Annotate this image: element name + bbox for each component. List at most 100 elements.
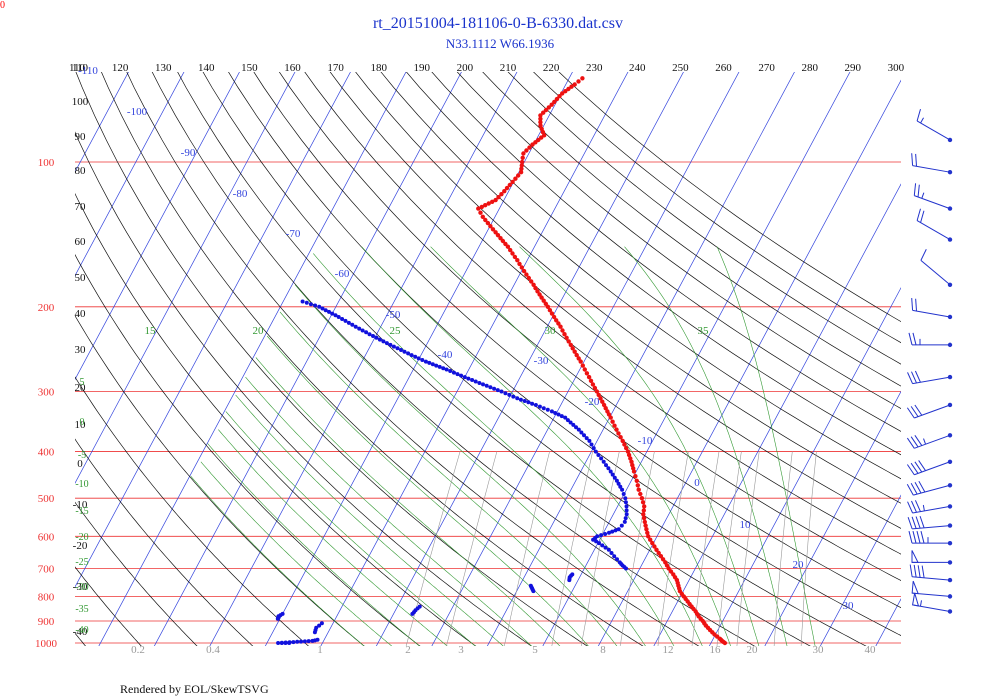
dewpoint-point: [312, 630, 317, 635]
wind-barb-feather: [908, 531, 913, 544]
top-axis-label: 200: [457, 62, 474, 74]
moist-adiabat-line: [225, 411, 476, 646]
temperature-point: [537, 292, 542, 297]
temperature-point: [656, 550, 661, 556]
isotherm-label: -110: [78, 65, 98, 77]
top-axis-label: 280: [801, 62, 818, 74]
mixing-ratio-line: [800, 451, 817, 646]
mixing-ratio-label: 1: [317, 644, 323, 656]
dry-adiabat-line: [253, 72, 901, 609]
dewpoint-point: [336, 315, 341, 319]
dewpoint-point: [597, 541, 601, 546]
isotherm-line: [764, 390, 901, 646]
dewpoint-point: [579, 430, 584, 435]
isobar-label: 400: [38, 447, 55, 459]
dewpoint-point: [515, 396, 520, 401]
temperature-point: [556, 321, 561, 326]
wind-barb: [907, 515, 953, 530]
temperature-point: [668, 569, 674, 574]
wind-barb-shaft: [914, 434, 951, 449]
dry-adiabat-line: [228, 72, 901, 636]
dewpoint-point: [340, 317, 345, 321]
dewpoint-point: [441, 366, 446, 371]
dewpoint-point: [477, 381, 482, 385]
mixing-ratio-label: 30: [813, 644, 825, 656]
isobar-label: 900: [38, 616, 55, 628]
dewpoint-point: [308, 302, 313, 307]
dewpoint-point: [371, 334, 375, 338]
wind-barb-feather: [917, 565, 921, 578]
wind-barb-feather: [920, 531, 925, 544]
temperature-point: [646, 534, 651, 539]
temperature-point: [645, 530, 650, 535]
temperature-point: [586, 374, 592, 380]
moist-adiabat-line: [200, 461, 393, 646]
dry-adiabat-line: [75, 192, 477, 646]
temperature-point: [486, 201, 491, 206]
dewpoint-point: [430, 362, 435, 367]
dry-adiabat-line: [75, 315, 365, 646]
moist-left-label: -20: [75, 532, 88, 543]
isotherm-line: [431, 72, 740, 646]
temperature-point: [476, 206, 481, 211]
top-axis-label: 140: [198, 62, 215, 74]
moist-adiabat-line: [207, 443, 420, 646]
dewpoint-point: [595, 534, 600, 539]
dewpoint-point: [612, 554, 617, 559]
temperature-point: [616, 431, 621, 436]
top-axis-label: 150: [241, 62, 258, 74]
dewpoint-point: [591, 446, 596, 451]
moist-adiabat-line: [313, 253, 675, 646]
temperature-point: [622, 442, 627, 447]
temperature-point: [644, 527, 649, 532]
dry-adiabat-line: [355, 72, 901, 504]
dewpoint-point: [391, 344, 396, 349]
dewpoint-point: [434, 363, 439, 368]
dewpoint-point: [279, 640, 284, 645]
dewpoint-point: [622, 519, 627, 524]
temperature-point: [515, 258, 520, 263]
temperature-point: [499, 192, 504, 197]
dewpoint-point: [416, 356, 421, 361]
dewpoint-point: [481, 382, 485, 387]
wind-barb-feather: [918, 480, 926, 493]
dewpoint-point: [420, 358, 425, 362]
temperature-point: [560, 91, 565, 96]
dewpoint-point: [526, 400, 531, 405]
temperature-point: [549, 102, 554, 107]
theta-label: -10: [73, 499, 88, 511]
dewpoint-point: [399, 348, 403, 352]
moist-adiabat-line: [245, 376, 532, 646]
wind-barb-feather: [914, 500, 921, 512]
dewpoint-point: [427, 360, 432, 365]
temperature-point: [508, 247, 513, 253]
isotherm-line: [320, 72, 629, 646]
temperature-point: [652, 544, 657, 549]
isotherm-line: [75, 72, 240, 381]
top-axis-label: 250: [672, 62, 689, 74]
wind-barb-shaft: [914, 461, 951, 476]
dewpoint-point: [619, 523, 624, 528]
dewpoint-point: [300, 299, 305, 304]
isotherm-label: -90: [181, 147, 196, 159]
dewpoint-point: [410, 611, 415, 616]
moist-adiabat-line: [624, 246, 788, 646]
wind-barb-feather: [918, 460, 926, 471]
mixing-ratio-line: [657, 451, 689, 646]
dewpoint-point: [377, 337, 382, 342]
isotherm-line: [819, 494, 901, 646]
wind-barb-feather: [912, 332, 917, 345]
temperature-point: [580, 363, 585, 368]
temperature-point: [520, 155, 525, 160]
dewpoint-point: [609, 551, 614, 555]
wind-barb-half-feather: [920, 117, 924, 124]
dewpoint-point: [302, 639, 307, 644]
dewpoint-point: [589, 442, 594, 447]
dewpoint-point: [455, 372, 460, 377]
dewpoint-point: [503, 391, 508, 396]
dewpoint-point: [615, 557, 619, 562]
wind-barb-feather: [910, 406, 919, 417]
wind-barb: [916, 208, 953, 242]
dewpoint-point: [607, 530, 611, 535]
dry-adiabat-line: [101, 72, 644, 646]
